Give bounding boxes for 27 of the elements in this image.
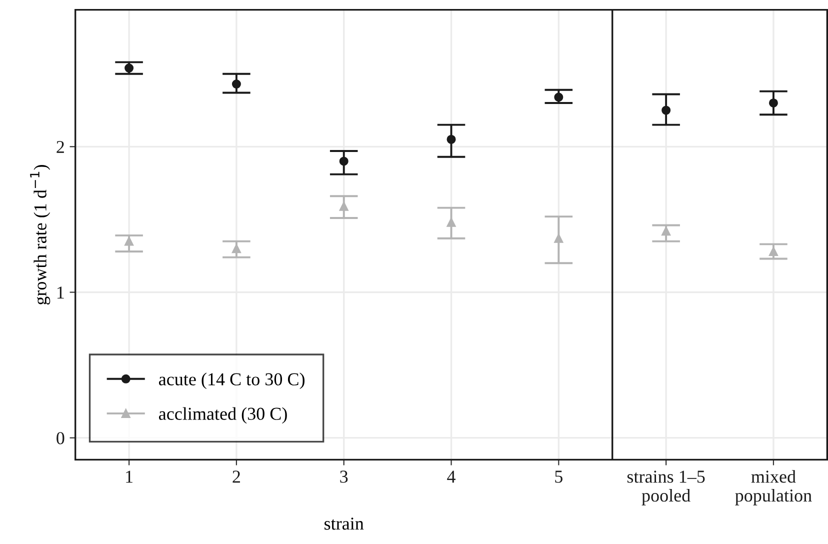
x-tick-label: 1 (126, 470, 132, 483)
x-axis-title: strain (324, 518, 364, 530)
point (662, 106, 671, 115)
x-tick-label: 2 (232, 470, 240, 483)
y-tick-label: 2 (56, 140, 64, 153)
point (446, 218, 456, 227)
legend-label: acclimated (30 C) (158, 407, 287, 424)
point (232, 80, 241, 89)
point (339, 202, 348, 211)
y-tick-label: 0 (56, 432, 64, 444)
point (124, 236, 134, 246)
point (232, 244, 241, 254)
point (768, 98, 778, 108)
point (446, 134, 456, 144)
point (554, 92, 564, 102)
x-tick-label: 5 (555, 470, 562, 483)
y-tick-label: 1 (57, 286, 64, 299)
x-tick-label: mixed population (735, 470, 812, 506)
y-axis-title: growth rate (1 d$^{−1}$) (30, 165, 50, 305)
point (339, 156, 348, 166)
x-tick-label: 4 (447, 470, 456, 483)
x-tick-label: 3 (340, 470, 348, 483)
x-tick-label: strains 1–5 pooled (627, 470, 705, 506)
point (554, 234, 564, 243)
point (662, 226, 671, 236)
point (124, 64, 134, 73)
legend-label: acute (14 C to 30 C) (158, 372, 304, 390)
